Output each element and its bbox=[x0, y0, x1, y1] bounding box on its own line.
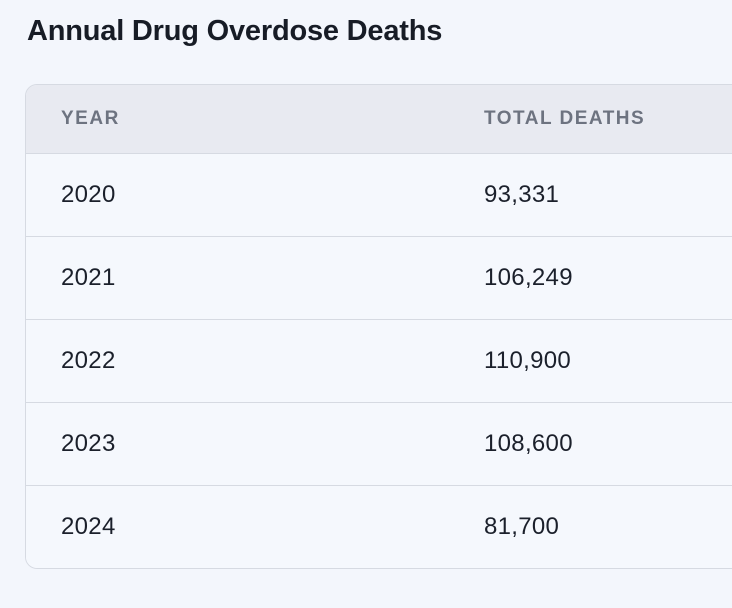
table-row: 2020 93,331 bbox=[26, 153, 732, 236]
table-row: 2021 106,249 bbox=[26, 236, 732, 319]
total-deaths-cell: 110,900 bbox=[484, 347, 572, 374]
total-deaths-cell: 93,331 bbox=[484, 181, 560, 208]
year-cell: 2024 bbox=[61, 513, 116, 540]
total-deaths-cell: 81,700 bbox=[484, 513, 560, 540]
year-cell: 2020 bbox=[61, 181, 116, 208]
total-deaths-cell: 108,600 bbox=[484, 430, 573, 457]
table-body: 2020 93,331 2021 106,249 2022 110,900 20… bbox=[26, 153, 732, 568]
year-cell: 2023 bbox=[61, 430, 116, 457]
data-table-card: YEAR TOTAL DEATHS 2020 93,331 2021 106,2… bbox=[25, 84, 732, 569]
column-header-total-deaths: TOTAL DEATHS bbox=[484, 108, 646, 129]
page-title: Annual Drug Overdose Deaths bbox=[27, 15, 443, 47]
total-deaths-cell: 106,249 bbox=[484, 264, 573, 291]
table-row: 2023 108,600 bbox=[26, 402, 732, 485]
table-header-row: YEAR TOTAL DEATHS bbox=[26, 85, 732, 153]
table-row: 2022 110,900 bbox=[26, 319, 732, 402]
table-row: 2024 81,700 bbox=[26, 485, 732, 568]
year-cell: 2021 bbox=[61, 264, 116, 291]
year-cell: 2022 bbox=[61, 347, 116, 374]
column-header-year: YEAR bbox=[61, 108, 120, 129]
